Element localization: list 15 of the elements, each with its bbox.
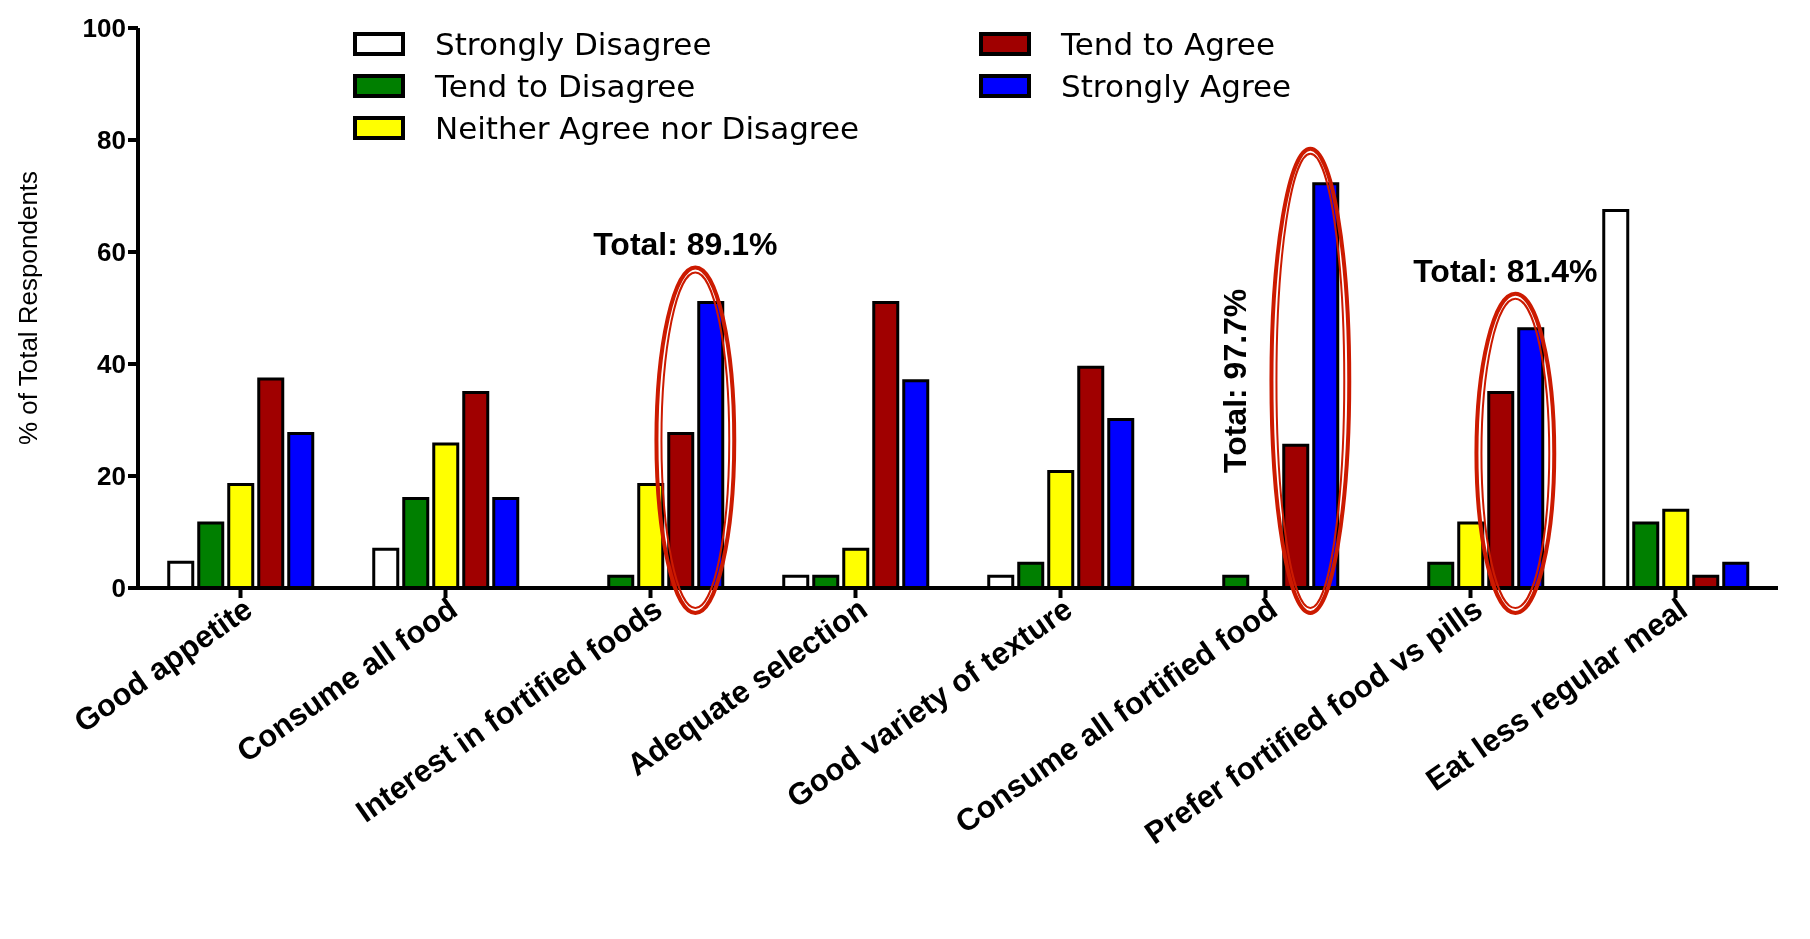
legend-label: Tend to Agree — [1061, 26, 1276, 62]
legend-label: Tend to Disagree — [435, 68, 696, 104]
legend-label: Neither Agree nor Disagree — [435, 110, 860, 146]
annotation: Total: 81.4% — [1413, 252, 1598, 289]
y-tick-label: 40 — [97, 349, 126, 380]
legend-label: Strongly Agree — [1061, 68, 1292, 104]
y-tick-label: 60 — [97, 237, 126, 268]
legend-label: Strongly Disagree — [435, 26, 712, 62]
annotation: Total: 97.7% — [1217, 288, 1254, 474]
y-tick-label: 80 — [97, 125, 126, 156]
y-tick-label: 100 — [82, 13, 126, 44]
annotation: Total: 89.1% — [593, 226, 778, 263]
y-tick-label: 20 — [97, 461, 126, 492]
y-axis-title: % of Total Respondents — [13, 170, 44, 446]
y-tick-label: 0 — [111, 573, 126, 604]
